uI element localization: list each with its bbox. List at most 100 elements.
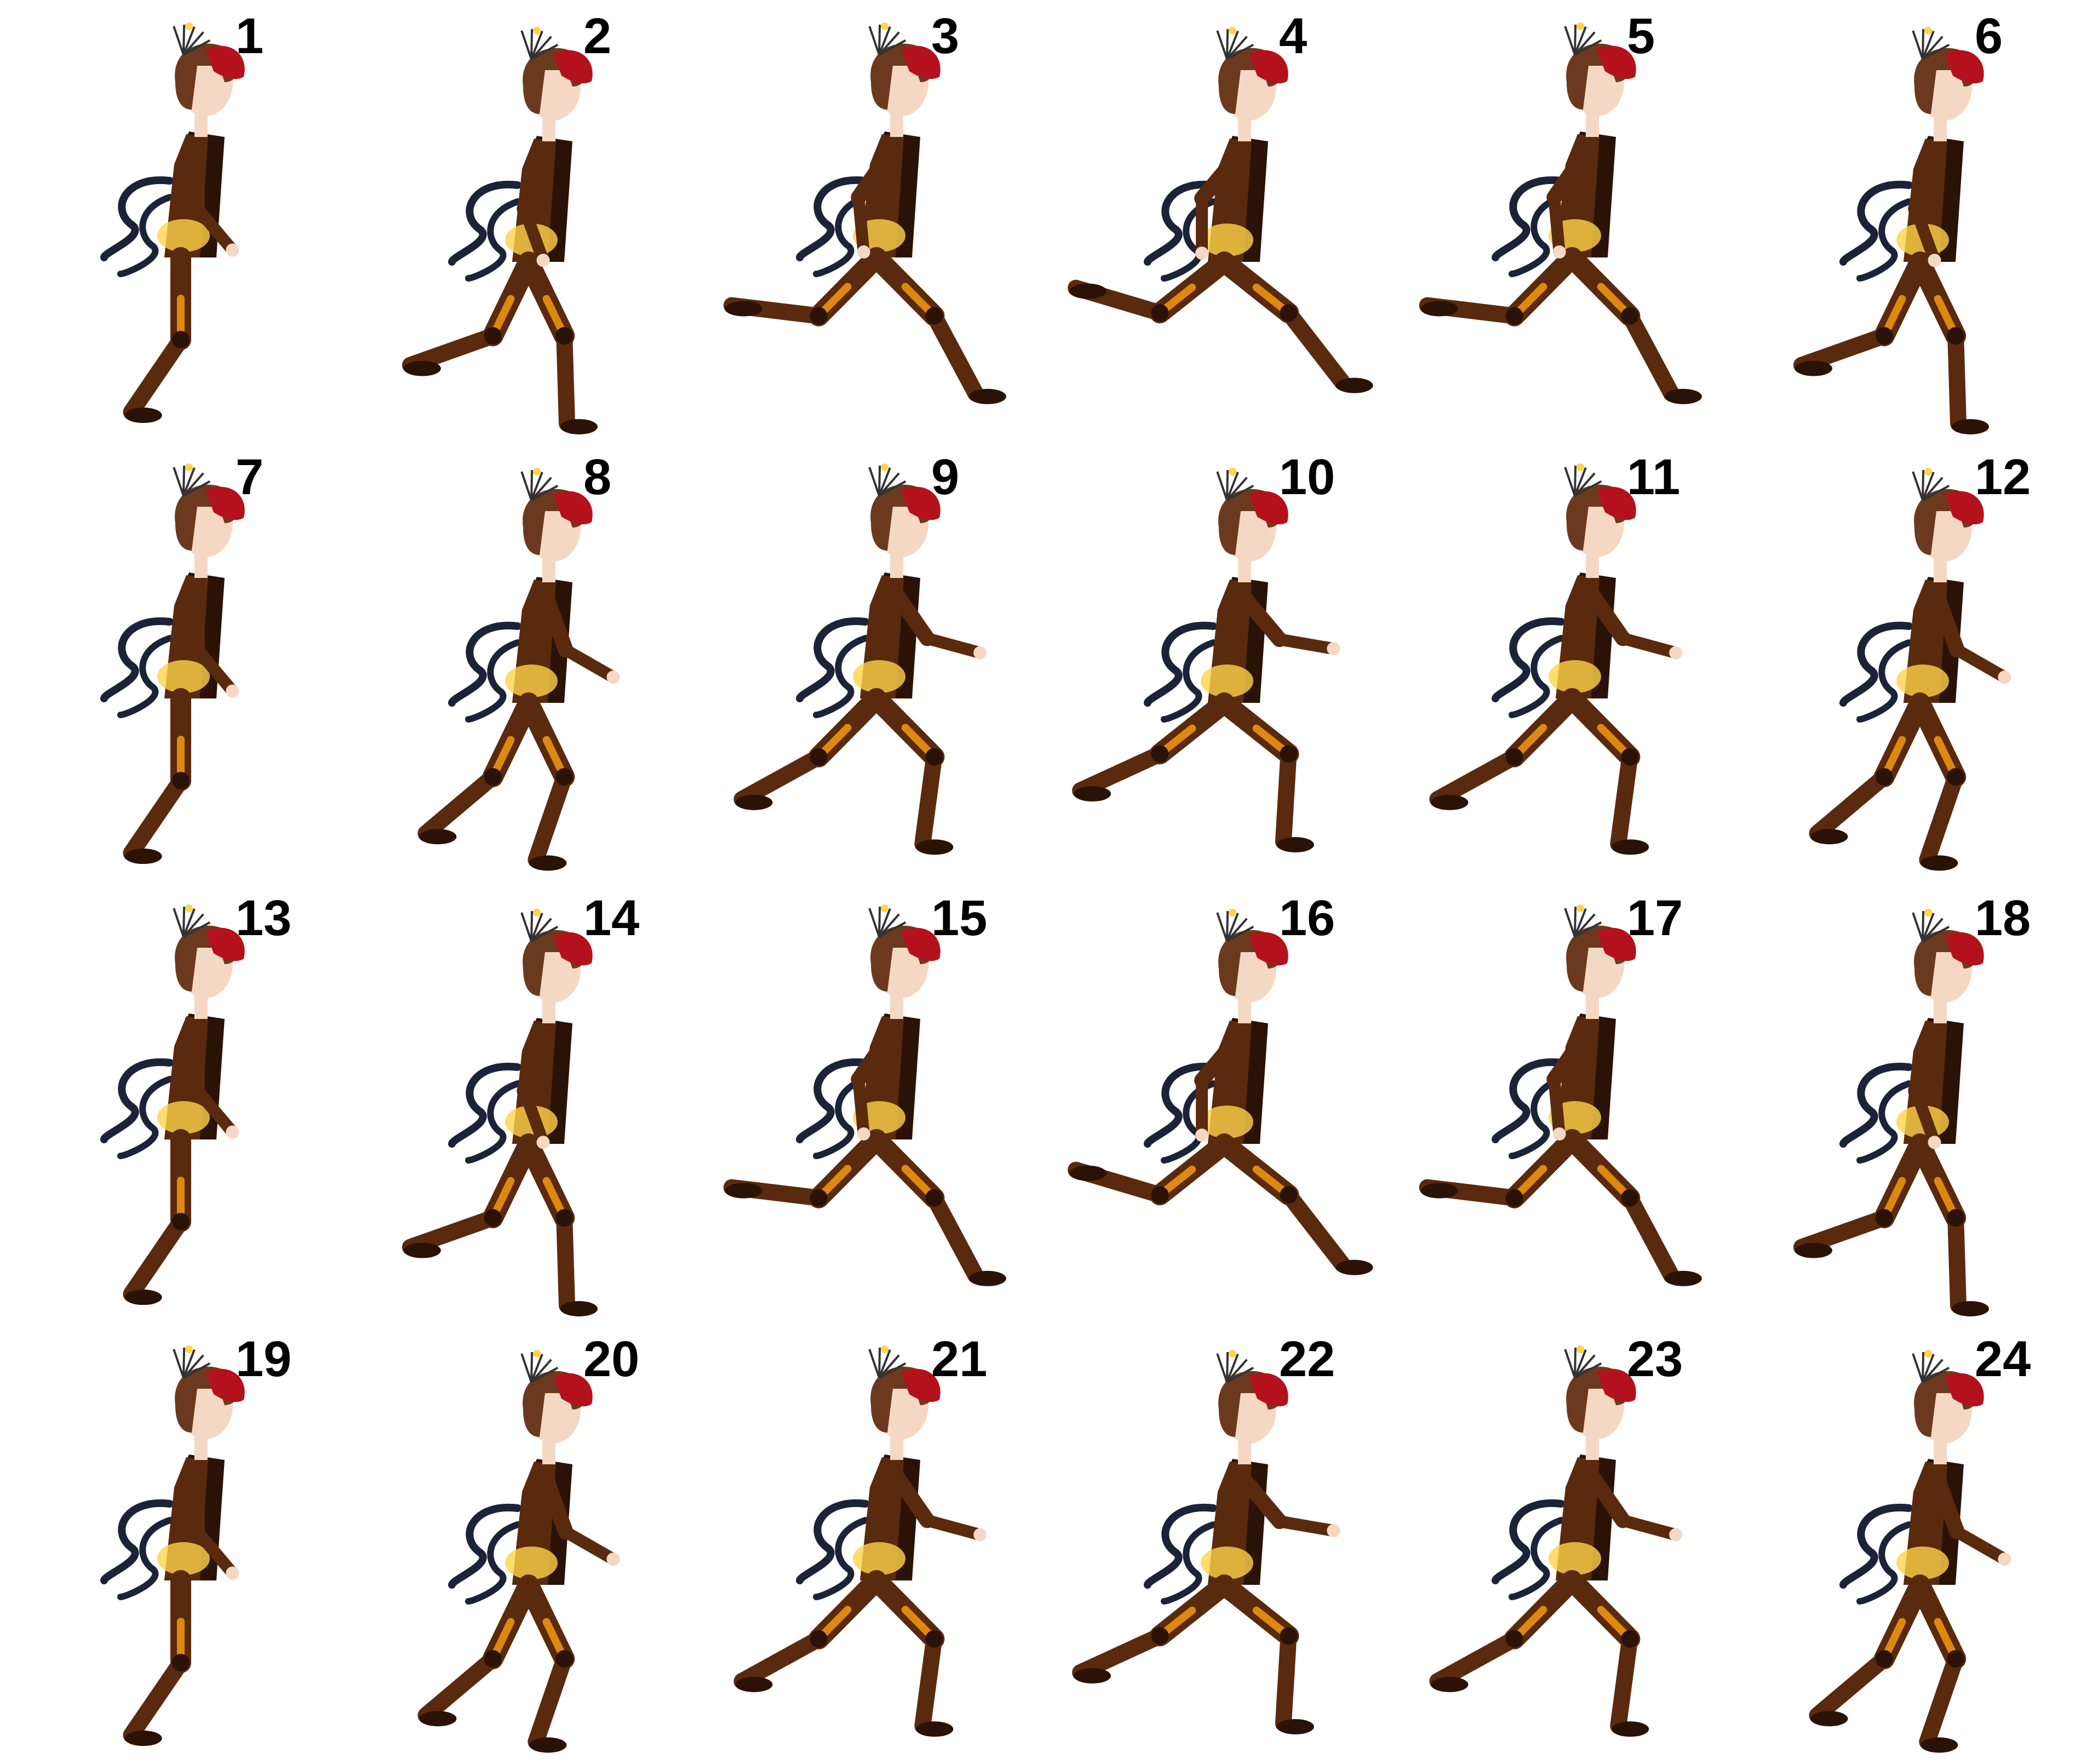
shin — [1072, 1628, 1168, 1681]
knee-joint — [555, 1650, 574, 1668]
hip-glow — [853, 1542, 905, 1575]
shin — [556, 328, 576, 432]
character — [1068, 27, 1373, 393]
ribbon — [1509, 1517, 1564, 1600]
frame-cell: 7 — [0, 441, 348, 882]
hip-glow — [157, 219, 210, 252]
frame-cell: 3 — [696, 0, 1044, 441]
ribbon — [1509, 194, 1564, 277]
antenna-spike — [1574, 467, 1587, 496]
antenna-tip — [1924, 909, 1932, 917]
hair-red — [553, 932, 593, 966]
antenna-spike — [1912, 1353, 1924, 1383]
forearm — [191, 1525, 239, 1579]
hand — [226, 1125, 239, 1139]
frame-cell: 9 — [696, 441, 1044, 882]
frame-number: 7 — [236, 449, 264, 505]
ribbon — [1492, 176, 1565, 261]
upper-arm — [851, 140, 901, 205]
character — [1429, 463, 1683, 855]
forearm — [1951, 1526, 2011, 1566]
knee-joint — [484, 327, 502, 345]
running-girl-sprite — [100, 904, 245, 1305]
antenna-spike — [1216, 1353, 1228, 1383]
antenna-spike — [1574, 31, 1596, 56]
antenna-spike — [520, 30, 532, 60]
running-girl-sprite — [1068, 27, 1373, 393]
running-girl-sprite — [1809, 1350, 2011, 1753]
frame-cell: 19 — [0, 1323, 348, 1764]
hair-red — [1945, 1373, 1984, 1407]
hair-red — [1945, 50, 1984, 84]
foot — [1420, 301, 1458, 317]
foot — [968, 1270, 1006, 1286]
antenna-tip — [1576, 904, 1584, 912]
ribbon — [796, 176, 869, 261]
forearm — [1548, 191, 1566, 258]
hip-glow — [1201, 1106, 1253, 1138]
hand — [606, 671, 620, 684]
foot — [1794, 360, 1832, 376]
foot — [1794, 1242, 1832, 1258]
character — [1429, 1345, 1683, 1737]
antenna-spike — [520, 471, 532, 501]
frame-number: 17 — [1627, 890, 1683, 946]
shin — [556, 1210, 576, 1314]
running-girl-sprite — [723, 904, 1006, 1286]
antenna-spike — [1226, 472, 1239, 501]
hand — [1327, 642, 1340, 656]
knee-joint — [555, 768, 574, 786]
ribbon — [1492, 617, 1565, 702]
hair-red — [1945, 932, 1984, 966]
knee-joint — [1947, 768, 1965, 786]
knee-joint — [1280, 304, 1298, 322]
character — [733, 1345, 987, 1737]
ribbon — [1509, 635, 1564, 718]
antenna-spike — [1922, 1366, 1950, 1383]
shin — [123, 772, 189, 862]
knee-joint — [1621, 1189, 1639, 1207]
upper-arm — [1929, 586, 1965, 658]
antenna-tip — [1576, 22, 1584, 30]
antenna-spike — [531, 925, 559, 942]
character — [1419, 904, 1702, 1286]
knee-joint — [925, 307, 943, 325]
hair-red — [901, 45, 941, 79]
antenna-spike — [1912, 471, 1924, 501]
antenna-spike — [1574, 913, 1596, 938]
antenna-spike — [1226, 36, 1248, 60]
running-girl-sprite — [1419, 904, 1702, 1286]
hand — [1195, 247, 1209, 260]
frame-number: 24 — [1975, 1331, 2031, 1387]
antenna-spike — [530, 28, 534, 60]
frame-number: 1 — [236, 8, 264, 64]
antenna-spike — [531, 43, 559, 60]
forearm — [921, 632, 987, 659]
antenna-spike — [530, 1359, 552, 1383]
frame-cell: 24 — [1739, 1323, 2087, 1764]
antenna-spike — [1574, 39, 1602, 56]
hair-red — [1249, 932, 1288, 966]
antenna-tip — [1229, 909, 1236, 917]
antenna-tip — [881, 904, 888, 912]
antenna-spike — [531, 1366, 559, 1383]
shin — [1919, 769, 1964, 868]
knee-joint — [1875, 768, 1893, 786]
running-girl-sprite — [1793, 27, 1989, 434]
knee-joint — [555, 327, 574, 345]
running-girl-sprite — [402, 27, 598, 434]
running-girl-sprite — [417, 468, 620, 871]
antenna-spike — [878, 472, 900, 497]
frame-number: 18 — [1975, 890, 2031, 946]
antenna-spike — [530, 472, 543, 501]
upper-arm — [1194, 1027, 1248, 1089]
knee-joint — [484, 768, 502, 786]
frame-number: 13 — [236, 890, 292, 946]
character — [417, 468, 620, 871]
ribbon — [448, 1503, 521, 1589]
knee-joint — [925, 1189, 943, 1207]
ribbon — [1839, 1503, 1913, 1589]
running-girl-sprite — [1429, 463, 1683, 855]
shin — [914, 748, 943, 852]
